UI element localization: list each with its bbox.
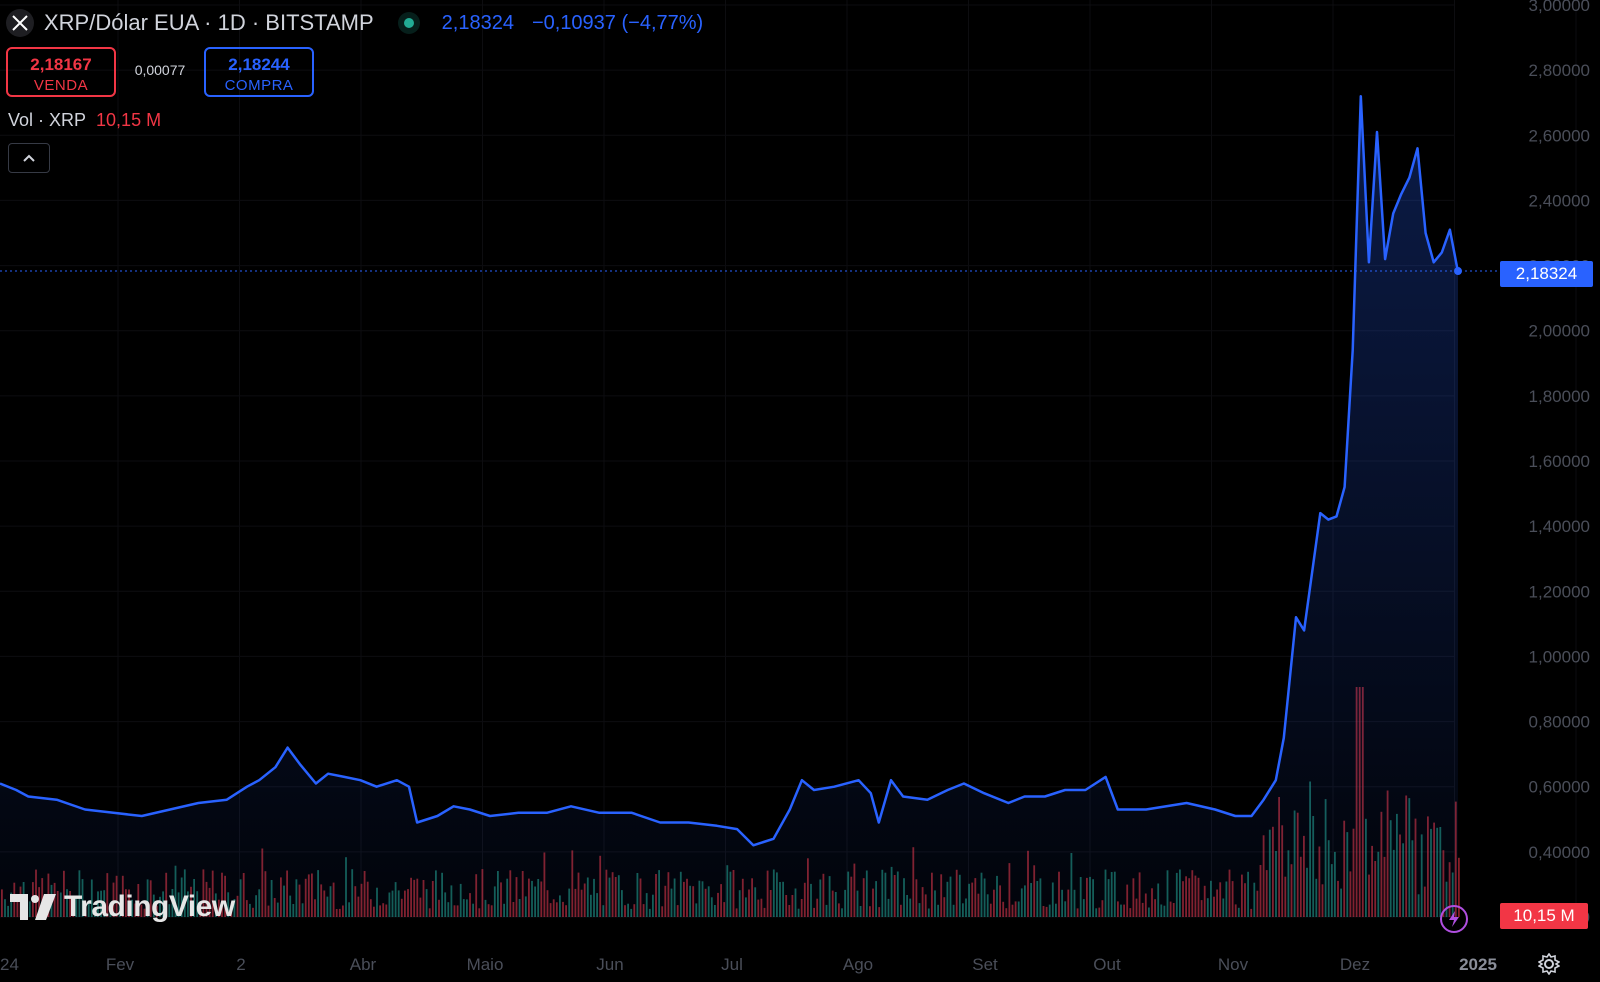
x-tick-label: Fev: [106, 955, 135, 974]
chevron-up-icon: [23, 154, 35, 162]
lightning-icon[interactable]: [1440, 905, 1468, 933]
brand-name: TradingView: [64, 890, 235, 923]
y-tick-label: 1,60000: [1529, 452, 1590, 471]
tradingview-logo-icon: [10, 894, 56, 920]
y-tick-label: 2,00000: [1529, 322, 1590, 341]
y-tick-label: 1,40000: [1529, 517, 1590, 536]
sell-price: 2,18167: [30, 55, 92, 74]
y-tick-label: 1,20000: [1529, 582, 1590, 601]
volume-label: Vol · XRP: [8, 110, 87, 130]
price-area-fill: [0, 96, 1458, 917]
y-tick-label: 2,80000: [1529, 61, 1590, 80]
y-tick-label: 1,00000: [1529, 647, 1590, 666]
x-tick-label: 2: [236, 955, 245, 974]
last-price-dot: [1454, 267, 1462, 276]
collapse-button[interactable]: [8, 143, 50, 173]
x-tick-label: 24: [0, 955, 19, 974]
x-tick-label: 2025: [1459, 955, 1497, 974]
y-tick-label: 2,40000: [1529, 191, 1590, 210]
price-axis[interactable]: 0,200000,400000,600000,800001,000001,200…: [1529, 0, 1590, 927]
tradingview-logo[interactable]: TradingView: [10, 890, 235, 924]
x-tick-label: Out: [1093, 955, 1121, 974]
x-tick-label: Ago: [843, 955, 873, 974]
x-tick-label: Jul: [721, 955, 743, 974]
x-tick-label: Nov: [1218, 955, 1249, 974]
volume-legend[interactable]: Vol · XRP 10,15 M: [8, 110, 161, 131]
x-tick-label: Jun: [596, 955, 623, 974]
buy-label: COMPRA: [224, 77, 294, 94]
y-tick-label: 3,00000: [1529, 0, 1590, 15]
price-line: [0, 94, 1460, 847]
sell-label: VENDA: [33, 77, 89, 94]
y-tick-label: 2,60000: [1529, 126, 1590, 145]
header-change: −0,10937 (−4,77%): [531, 11, 704, 34]
market-status-dot[interactable]: [403, 18, 414, 28]
last-price-tag: 2,18324: [1500, 261, 1593, 287]
x-tick-label: Maio: [467, 955, 504, 974]
y-tick-label: 0,40000: [1529, 843, 1590, 862]
header-price: 2,18324: [441, 11, 514, 34]
xrp-logo-icon[interactable]: [6, 9, 34, 37]
y-tick-label: 1,80000: [1529, 387, 1590, 406]
buy-button[interactable]: 2,18244 COMPRA: [204, 47, 314, 97]
x-tick-label: Abr: [350, 955, 377, 974]
time-axis[interactable]: 24 Fev 2 Abr Maio Jun Jul Ago Set Out Nov Dez 2025: [0, 955, 1497, 974]
symbol-title[interactable]: XRP/Dólar EUA · 1D · BITSTAMP: [44, 10, 374, 35]
x-tick-label: Set: [972, 955, 998, 974]
volume-tag: 10,15 M: [1500, 903, 1588, 929]
x-tick-label: Dez: [1340, 955, 1370, 974]
volume-bar: [1458, 857, 1460, 917]
spread-value: 0,00077: [134, 62, 186, 78]
y-tick-label: 0,80000: [1529, 713, 1590, 732]
y-tick-label: 0,60000: [1529, 778, 1590, 797]
gear-icon[interactable]: [1538, 953, 1560, 975]
volume-value: 10,15 M: [96, 110, 162, 130]
sell-button[interactable]: 2,18167 VENDA: [6, 47, 116, 97]
symbol-header: XRP/Dólar EUA · 1D · BITSTAMP 2,18324 −0…: [6, 8, 703, 38]
buy-price: 2,18244: [228, 55, 290, 74]
